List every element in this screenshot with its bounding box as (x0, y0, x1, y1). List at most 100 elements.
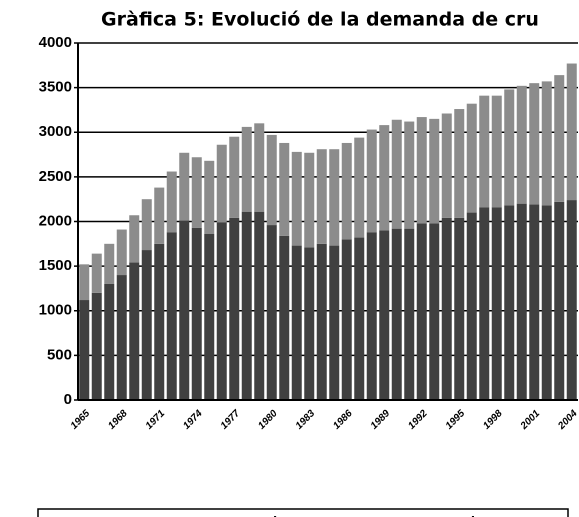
bar-segment (241, 126, 252, 212)
x-tick-label: 1980 (256, 408, 280, 432)
bar-segment (104, 283, 115, 400)
bar-segment (141, 199, 152, 251)
bar-segment (204, 233, 215, 400)
bar-segment (79, 264, 90, 301)
bar-segment (91, 292, 102, 400)
bar-segment (316, 149, 327, 244)
bar-segment (341, 142, 352, 240)
bar-segment (229, 136, 240, 218)
bar-segment (454, 217, 465, 400)
bar-segment (79, 300, 90, 400)
x-tick-label: 1968 (106, 408, 130, 432)
y-tick-label: 1500 (39, 257, 72, 274)
bar-segment (541, 81, 552, 206)
bar-segment (216, 144, 227, 223)
x-tick-label: 1986 (331, 408, 355, 432)
bar-segment (416, 223, 427, 400)
bar-segment (279, 142, 290, 236)
bar-segment (229, 217, 240, 400)
y-tick-label: 3000 (39, 123, 72, 140)
x-tick-label: 1992 (406, 408, 430, 432)
bar-segment (204, 160, 215, 234)
bar-segment (329, 149, 340, 246)
bar-segment (191, 157, 202, 228)
bar-segment (179, 220, 190, 400)
bar-segment (329, 245, 340, 400)
bar-segment (504, 205, 515, 400)
bar-segment (391, 119, 402, 229)
bar-segment (491, 95, 502, 208)
bar-segment (466, 103, 477, 213)
bar-segment (191, 227, 202, 400)
bar-segment (441, 217, 452, 400)
bar-segment (404, 121, 415, 229)
bar-segment (366, 129, 377, 233)
bar-segment (429, 118, 440, 224)
bar-segment (129, 215, 140, 263)
legend-label: Demanda No OCDE (411, 514, 565, 517)
x-tick-label: 1995 (444, 408, 468, 432)
bar-segment (404, 228, 415, 400)
bar-segment (554, 75, 565, 202)
bar-segment (566, 200, 577, 400)
bar-segment (516, 203, 527, 400)
bar-segment (504, 89, 515, 206)
bar-segment (279, 235, 290, 400)
x-tick-label: 2004 (556, 408, 579, 433)
bar-segment (529, 83, 540, 205)
bar-segment (479, 95, 490, 208)
bar-segment (104, 243, 115, 284)
x-tick-label: 1965 (69, 408, 93, 432)
bar-segment (154, 243, 165, 400)
bar-segment (529, 204, 540, 400)
bar-segment (566, 63, 577, 201)
bar-segment (291, 245, 302, 400)
chart-title: Gràfica 5: Evolució de la demanda de cru (101, 9, 539, 31)
bar-segment (491, 207, 502, 400)
bar-segment (454, 109, 465, 218)
bar-segment (179, 152, 190, 221)
y-tick-label: 3500 (39, 79, 72, 96)
bar-segment (354, 137, 365, 238)
bar-segment (416, 117, 427, 224)
bar-segment (316, 243, 327, 400)
bar-segment (91, 253, 102, 293)
bar-segment (129, 262, 140, 400)
x-tick-label: 1983 (294, 408, 318, 432)
y-tick-label: 0 (64, 391, 72, 408)
bar-segment (254, 211, 265, 400)
bar-segment (291, 151, 302, 246)
legend-label: Demanda OECD (213, 514, 340, 517)
bar-segment (479, 207, 490, 400)
bar-segment (541, 205, 552, 400)
x-tick-label: 1971 (144, 408, 168, 432)
bar-segment (166, 171, 177, 233)
legend-box (37, 508, 569, 517)
bar-segment (354, 237, 365, 400)
bar-segment (254, 123, 265, 212)
x-tick-label: 1998 (481, 408, 505, 432)
bar-segment (466, 212, 477, 400)
bar-segment (154, 187, 165, 244)
bar-segment (366, 232, 377, 400)
bar-segment (266, 225, 277, 400)
x-tick-label: 2001 (518, 408, 543, 433)
bar-segment (429, 223, 440, 400)
y-tick-label: 4000 (39, 34, 72, 51)
bar-segment (241, 211, 252, 400)
y-tick-label: 2000 (39, 212, 72, 229)
bar-segment (304, 247, 315, 400)
bar-segment (554, 201, 565, 400)
bar-segment (141, 250, 152, 400)
x-tick-label: 1974 (181, 408, 205, 432)
bar-segment (166, 232, 177, 400)
bar-segment (516, 85, 527, 204)
bar-segment (116, 229, 127, 276)
bar-segment (266, 134, 277, 226)
bar-segment (116, 275, 127, 400)
x-tick-label: 1989 (369, 408, 393, 432)
bar-segment (379, 230, 390, 400)
y-tick-label: 2500 (39, 168, 72, 185)
bar-segment (391, 228, 402, 400)
